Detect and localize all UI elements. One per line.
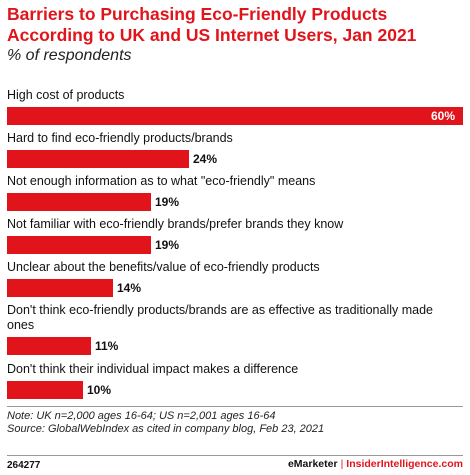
bar [7, 381, 83, 399]
category-label: Not familiar with eco-friendly brands/pr… [7, 217, 344, 231]
source-text: Source: GlobalWebIndex as cited in compa… [7, 423, 325, 435]
value-label: 60% [431, 109, 456, 123]
value-label: 10% [87, 383, 112, 397]
bar [7, 279, 113, 297]
bar-chart: High cost of products 60% Hard to find eco… [0, 88, 470, 408]
footer-divider [7, 455, 463, 456]
category-label: Not enough information as to what "eco-f… [7, 174, 316, 188]
value-label: 14% [117, 281, 142, 295]
notes-divider [7, 406, 463, 407]
category-label: High cost of products [7, 88, 125, 102]
category-label: Don't think their individual impact make… [7, 362, 299, 376]
value-label: 19% [155, 238, 180, 252]
chart-notes: Note: UK n=2,000 ages 16-64; US n=2,001 … [7, 410, 463, 436]
insider-intelligence-brand: InsiderIntelligence.com [346, 458, 463, 470]
bar [7, 337, 91, 355]
value-label: 24% [193, 152, 218, 166]
bar [7, 236, 151, 254]
bar [7, 107, 463, 125]
emarketer-brand: eMarketer [287, 458, 338, 470]
bar [7, 150, 189, 168]
note-text: Note: UK n=2,000 ages 16-64; US n=2,001 … [7, 410, 276, 422]
bar [7, 193, 151, 211]
value-label: 19% [155, 195, 180, 209]
category-label: Don't think eco-friendly products/brands… [7, 303, 433, 332]
category-label: Unclear about the benefits/value of eco-… [7, 260, 320, 274]
footer-brand: eMarketer | InsiderIntelligence.com [288, 458, 463, 470]
chart-title: Barriers to Purchasing Eco-Friendly Prod… [7, 4, 417, 45]
chart-subtitle: % of respondents [7, 47, 132, 64]
brand-separator: | [340, 458, 344, 470]
value-label: 11% [95, 339, 119, 353]
chart-id: 264277 [7, 460, 41, 471]
category-label: Hard to find eco-friendly products/brand… [7, 131, 233, 145]
